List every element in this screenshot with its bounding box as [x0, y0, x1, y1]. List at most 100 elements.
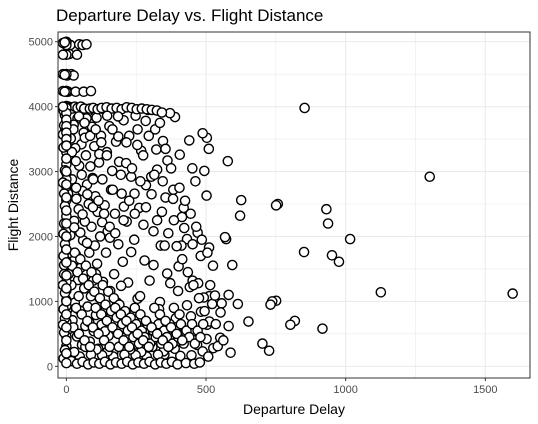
data-points [57, 36, 518, 370]
data-point-382 [118, 214, 129, 226]
data-point-380 [112, 111, 124, 122]
data-point-401 [171, 240, 182, 252]
data-point-488 [135, 309, 146, 320]
data-point-268 [87, 174, 99, 185]
data-point-480 [112, 328, 124, 340]
data-point-521 [61, 179, 72, 190]
data-point-236 [85, 85, 97, 97]
data-point-501 [171, 328, 182, 340]
data-point-375 [98, 208, 110, 220]
data-point-389 [137, 150, 149, 161]
data-point-413 [204, 279, 216, 291]
data-point-386 [129, 208, 141, 220]
data-point-471 [87, 322, 99, 333]
data-point-319 [202, 351, 214, 362]
data-point-532 [61, 322, 72, 333]
data-point-102 [100, 247, 112, 259]
data-point-528 [61, 270, 72, 281]
data-point-428 [100, 299, 111, 310]
data-point-469 [82, 315, 93, 327]
data-point-529 [61, 283, 72, 294]
data-point-479 [109, 302, 121, 314]
data-point-535 [61, 357, 72, 369]
data-point-1 [424, 171, 436, 183]
data-point-369 [82, 188, 93, 200]
data-point-519 [61, 153, 72, 164]
data-point-7 [321, 203, 332, 215]
data-point-24 [226, 259, 238, 271]
data-point-33 [216, 298, 227, 309]
data-point-362 [194, 357, 206, 368]
x-tick-label-2: 1000 [333, 384, 357, 396]
data-point-402 [174, 182, 185, 194]
data-point-477 [104, 341, 115, 353]
data-point-523 [61, 205, 72, 216]
data-point-473 [93, 328, 104, 340]
data-point-71 [139, 255, 150, 266]
data-point-543 [59, 69, 70, 81]
data-point-418 [72, 266, 83, 278]
data-point-522 [61, 192, 72, 203]
data-point-22 [234, 210, 246, 222]
panel-border [57, 31, 531, 379]
data-point-371 [87, 201, 99, 213]
data-point-411 [199, 305, 210, 317]
data-point-2 [375, 287, 387, 298]
data-point-297 [167, 193, 179, 205]
data-point-472 [90, 302, 101, 314]
data-point-425 [91, 273, 103, 284]
data-point-89 [113, 238, 124, 250]
data-point-470 [84, 341, 96, 353]
data-point-478 [107, 322, 118, 333]
data-point-95 [106, 165, 118, 177]
x-tick-label-3: 1500 [473, 384, 497, 396]
data-point-466 [73, 328, 85, 340]
data-point-495 [154, 309, 166, 320]
data-point-499 [165, 322, 177, 333]
data-point-294 [159, 240, 170, 251]
data-point-314 [215, 307, 226, 318]
data-point-405 [182, 266, 194, 278]
data-point-20 [243, 316, 254, 327]
data-point-235 [81, 39, 92, 50]
axis-ticks: 0 500 1000 1500 0 1000 2000 3000 4000 5000 [29, 37, 498, 396]
data-point-392 [146, 188, 157, 200]
data-point-534 [61, 348, 72, 359]
data-point-384 [123, 195, 135, 207]
data-point-285 [134, 290, 146, 302]
data-point-8 [317, 323, 328, 334]
x-axis-title: Departure Delay [243, 401, 345, 417]
data-point-17 [265, 299, 276, 310]
data-point-290 [148, 259, 159, 271]
data-point-542 [59, 86, 70, 98]
data-point-423 [86, 266, 97, 278]
data-point-365 [70, 182, 82, 194]
data-point-408 [190, 221, 202, 233]
data-point-489 [137, 335, 149, 346]
data-point-424 [89, 286, 100, 297]
data-point-359 [172, 359, 183, 370]
data-point-468 [79, 335, 90, 346]
data-point-467 [76, 309, 88, 320]
data-point-420 [77, 273, 89, 284]
data-point-127 [85, 161, 96, 172]
data-point-395 [154, 117, 166, 129]
data-point-66 [148, 225, 159, 237]
data-point-393 [149, 169, 160, 181]
data-point-497 [160, 315, 171, 327]
data-point-3 [344, 233, 356, 245]
data-point-483 [121, 315, 132, 327]
data-point-500 [168, 302, 180, 314]
data-point-41 [201, 190, 212, 201]
data-point-293 [156, 206, 168, 218]
data-point-5 [326, 250, 338, 261]
y-tick-label-2: 2000 [29, 231, 53, 243]
data-point-378 [107, 124, 118, 135]
data-point-481 [115, 309, 127, 320]
data-point-86 [116, 188, 127, 199]
data-point-404 [179, 195, 191, 207]
data-point-487 [132, 328, 143, 340]
data-point-406 [185, 208, 196, 220]
y-tick-label-3: 3000 [29, 167, 53, 179]
data-point-287 [140, 115, 151, 127]
